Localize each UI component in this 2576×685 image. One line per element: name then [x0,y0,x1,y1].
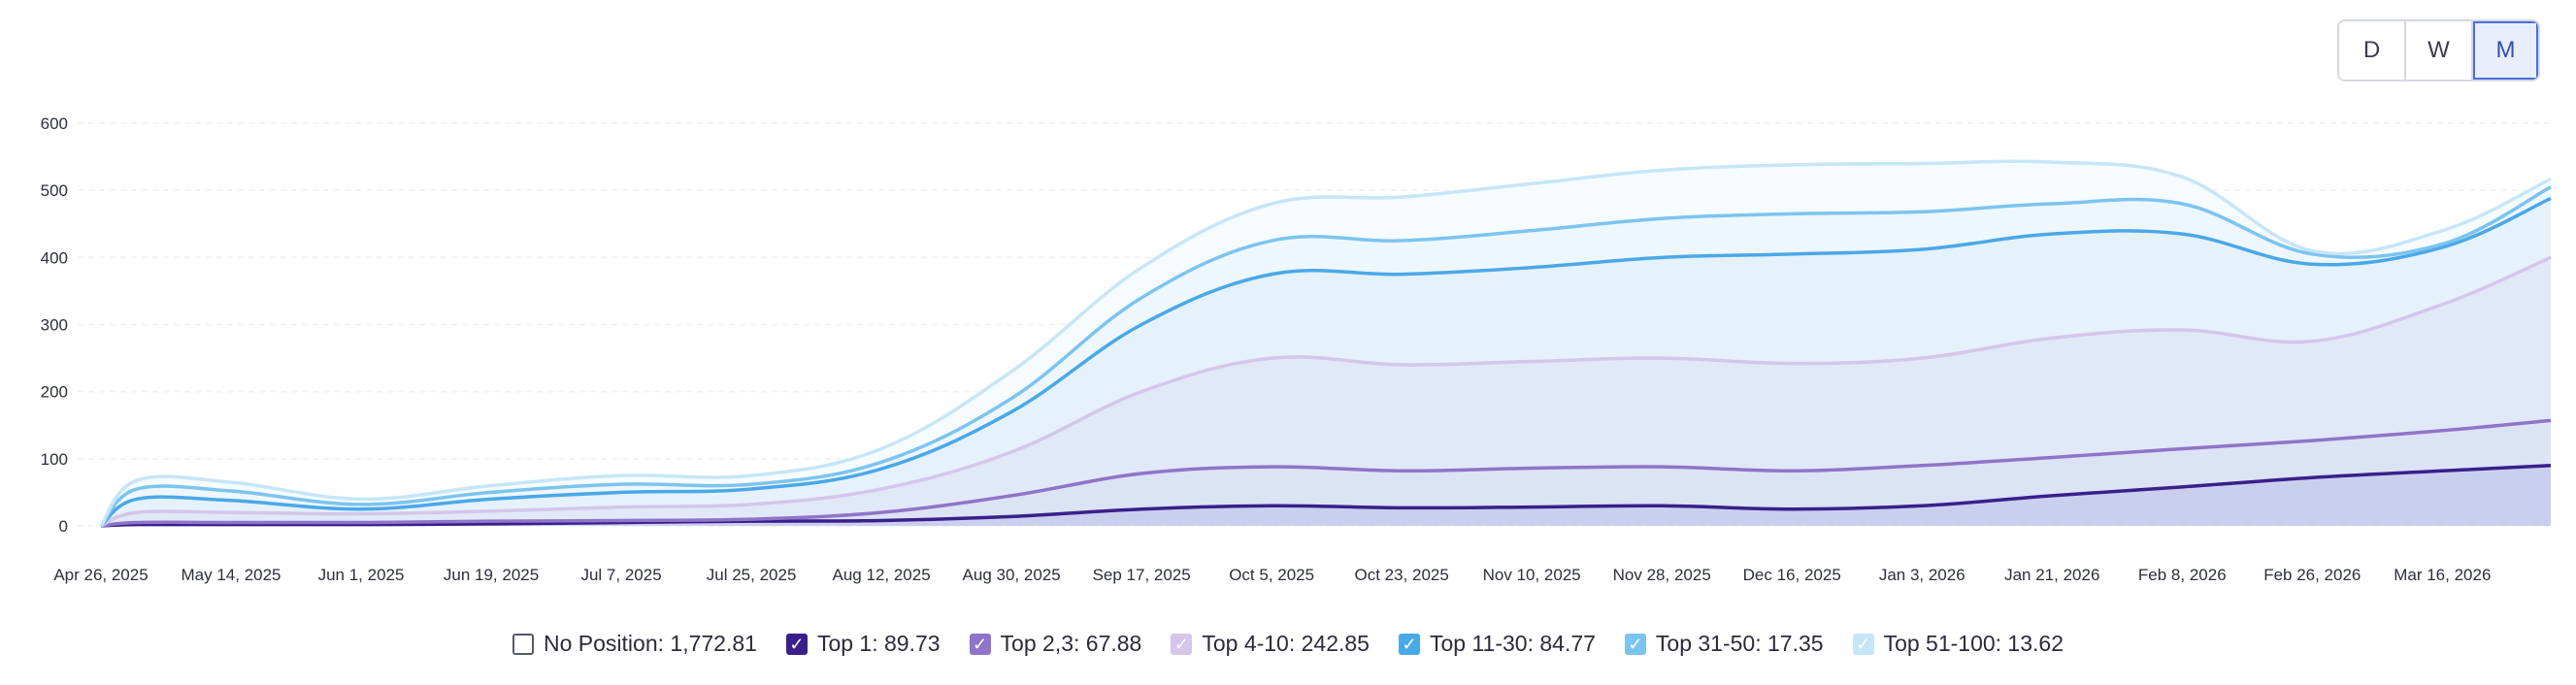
checkbox-checked-icon[interactable]: ✓ [785,633,808,655]
x-tick-label: Nov 10, 2025 [1483,566,1581,584]
line-top-1 [100,464,2552,528]
line-top-31-50 [99,185,2552,528]
x-tick-label: Jul 7, 2025 [580,566,661,584]
x-tick-label: Apr 26, 2025 [53,566,148,584]
timeframe-m-button[interactable]: M [2471,21,2538,80]
legend-label: Top 1: 89.73 [816,631,941,656]
checkbox-checked-icon[interactable]: ✓ [1624,633,1646,655]
y-tick-label: 400 [41,248,68,267]
x-tick-label: Jun 19, 2025 [444,566,539,584]
x-tick-label: Jul 25, 2025 [707,566,797,584]
checkbox-checked-icon[interactable]: ✓ [1852,633,1874,655]
checkbox-checked-icon[interactable]: ✓ [1398,633,1420,655]
rankings-area-chart: 0 100 200 300 400 500 600 Apr 26, 2025 May 14, … [41,114,2552,584]
area-top-4-10 [101,257,2551,526]
timeframe-d-button[interactable]: D [2339,21,2404,80]
checkbox-checked-icon[interactable]: ✓ [1171,633,1193,655]
timeframe-w-button[interactable]: W [2404,21,2471,80]
x-tick-label: Oct 5, 2025 [1229,566,1314,584]
x-tick-label: Oct 23, 2025 [1355,566,1449,584]
chart-areas [101,161,2551,527]
area-top-2-3 [101,420,2551,526]
x-tick-label: Mar 16, 2026 [2394,566,2491,584]
x-tick-label: Jan 3, 2026 [1879,566,1965,584]
line-top-4-10 [100,255,2552,528]
legend-label: Top 11-30: 84.77 [1429,631,1596,656]
legend-label: Top 4-10: 242.85 [1202,631,1370,656]
legend-label: Top 31-50: 17.35 [1655,631,1824,656]
legend-item[interactable]: ✓ Top 31-50: 17.35 [1624,631,1824,657]
line-top-11-30 [99,196,2552,528]
x-tick-label: Sep 17, 2025 [1093,566,1191,584]
x-tick-label: Aug 12, 2025 [833,566,931,584]
line-top-51-100 [99,159,2552,528]
legend-item[interactable]: ✓ Top 1: 89.73 [785,631,941,657]
legend-label: Top 2,3: 67.88 [1000,631,1142,656]
legend-item[interactable]: ✓ Top 4-10: 242.85 [1171,631,1370,657]
x-tick-label: Feb 26, 2026 [2263,566,2361,584]
chart-legend: No Position: 1,772.81 ✓ Top 1: 89.73 ✓ Top 2… [0,631,2576,657]
x-tick-label: Dec 16, 2025 [1743,566,1841,584]
legend-item[interactable]: ✓ Top 11-30: 84.77 [1398,631,1596,657]
legend-item[interactable]: ✓ Top 51-100: 13.62 [1852,631,2064,657]
legend-label: Top 51-100: 13.62 [1883,631,2064,656]
x-axis-ticks: Apr 26, 2025 May 14, 2025 Jun 1, 2025 Jun 1… [53,566,2491,584]
checkbox-checked-icon[interactable]: ✓ [969,633,991,655]
legend-item[interactable]: ✓ Top 2,3: 67.88 [969,631,1142,657]
legend-label: No Position: 1,772.81 [544,631,757,656]
y-tick-label: 100 [41,450,68,469]
y-axis-ticks: 0 100 200 300 400 500 600 [41,114,68,536]
x-tick-label: Aug 30, 2025 [963,566,1061,584]
y-tick-label: 200 [41,383,68,402]
y-tick-label: 300 [41,316,68,335]
y-tick-label: 500 [41,181,68,200]
checkbox-unchecked-icon[interactable] [512,633,534,655]
x-tick-label: Feb 8, 2026 [2138,566,2227,584]
y-tick-label: 0 [59,517,68,536]
x-tick-label: Nov 28, 2025 [1613,566,1711,584]
x-tick-label: May 14, 2025 [182,566,281,584]
line-top-2-3 [100,418,2552,528]
chart-lines [99,159,2552,528]
x-tick-label: Jan 21, 2026 [2004,566,2099,584]
legend-item[interactable]: No Position: 1,772.81 [512,631,757,657]
area-top-1 [101,465,2551,526]
y-tick-label: 600 [41,114,68,133]
x-tick-label: Jun 1, 2025 [318,566,405,584]
